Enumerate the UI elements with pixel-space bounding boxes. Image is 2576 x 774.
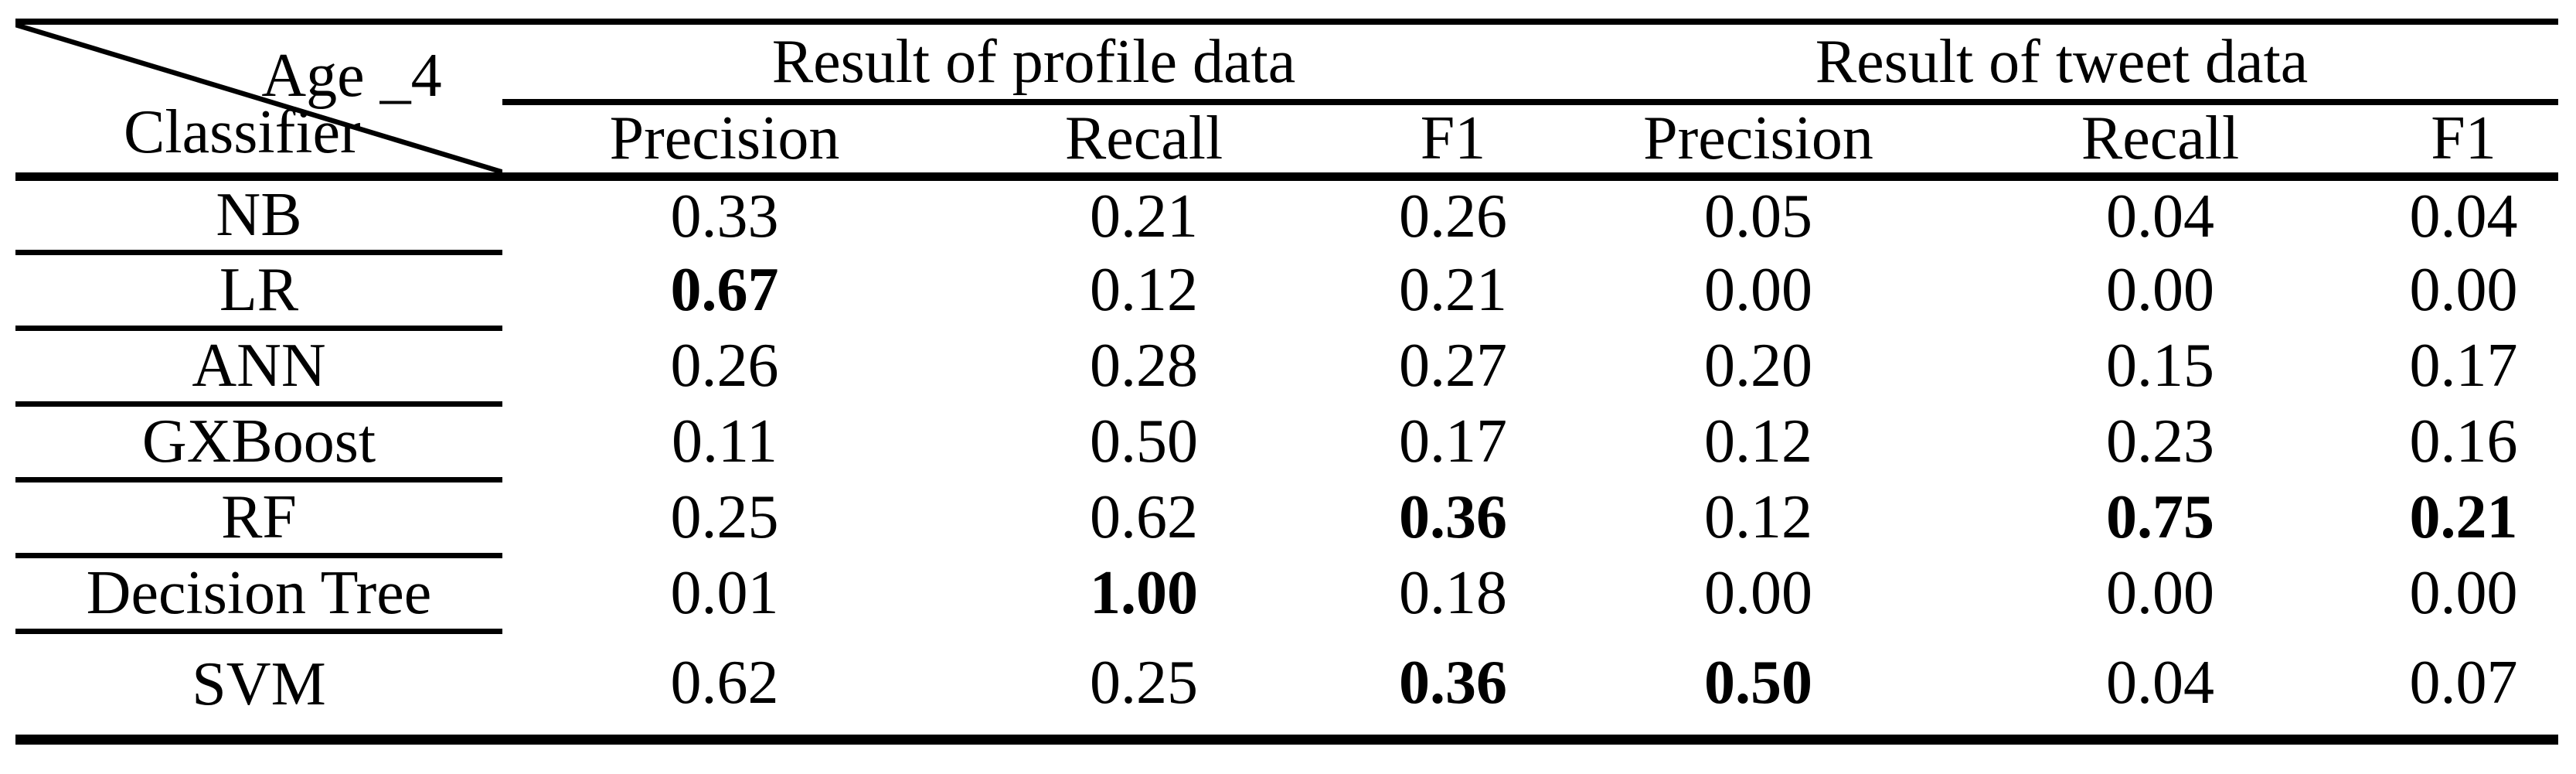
- metric-value: 0.00: [2106, 559, 2214, 627]
- table-header: Age _4 Classifier Result of profile data…: [15, 22, 2559, 181]
- table-row: SVM 0.62 0.25 0.36 0.50 0.04 0.07: [15, 631, 2558, 739]
- metric-value: 0.50: [1090, 407, 1198, 476]
- corner-cell: Age _4 Classifier: [15, 22, 502, 181]
- col-header-recall-tweet: Recall: [1952, 102, 2369, 181]
- metric-value: 0.27: [1399, 332, 1507, 400]
- metric-header-row: Precision Recall F1 Precision Recall F1: [15, 102, 2559, 181]
- metric-value: 0.00: [2409, 559, 2518, 627]
- metric-value: 0.01: [670, 559, 779, 627]
- metric-value: 0.05: [1704, 182, 1812, 251]
- metric-value: 0.00: [2409, 256, 2518, 324]
- diagonal-divider-line: [15, 25, 497, 168]
- metric-value: 0.25: [670, 483, 779, 551]
- metric-value: 0.67: [670, 256, 779, 324]
- metric-value: 0.11: [671, 407, 778, 476]
- classifier-name: RF: [15, 479, 502, 558]
- metric-value: 0.21: [2409, 483, 2518, 551]
- corner-column-label: Age _4: [261, 42, 442, 110]
- metric-value: 0.04: [2106, 648, 2214, 717]
- metric-value: 0.62: [670, 648, 779, 717]
- metric-value: 0.75: [2106, 483, 2214, 551]
- metric-value: 0.25: [1090, 648, 1198, 717]
- metric-value: 0.28: [1090, 332, 1198, 400]
- metric-value: 0.36: [1399, 483, 1507, 551]
- group-header-profile: Result of profile data: [502, 22, 1565, 105]
- metric-value: 0.33: [670, 182, 779, 251]
- metric-value: 0.17: [2409, 332, 2518, 400]
- metric-value: 0.04: [2106, 182, 2214, 251]
- col-header-recall-profile: Recall: [947, 102, 1341, 181]
- metric-value: 0.12: [1704, 407, 1812, 476]
- metric-value: 0.12: [1090, 256, 1198, 324]
- classifier-name: LR: [15, 252, 502, 331]
- metric-value: 0.16: [2409, 407, 2518, 476]
- results-table: Age _4 Classifier Result of profile data…: [15, 19, 2559, 745]
- table-row: NB 0.33 0.21 0.26 0.05 0.04 0.04: [15, 176, 2558, 255]
- table-row: Decision Tree 0.01 1.00 0.18 0.00 0.00 0.00: [15, 555, 2558, 634]
- group-header-tweet: Result of tweet data: [1565, 22, 2559, 105]
- metric-value: 0.20: [1704, 332, 1812, 400]
- classifier-name: GXBoost: [15, 404, 502, 482]
- metric-value: 0.07: [2409, 648, 2518, 717]
- table-row: GXBoost 0.11 0.50 0.17 0.12 0.23 0.16: [15, 404, 2558, 482]
- col-header-precision-tweet: Precision: [1565, 102, 1952, 181]
- corner-row-label: Classifier: [124, 97, 361, 166]
- metric-value: 0.21: [1399, 256, 1507, 324]
- classifier-name: ANN: [15, 328, 502, 407]
- metric-value: 0.18: [1399, 559, 1507, 627]
- table-row: ANN 0.26 0.28 0.27 0.20 0.15 0.17: [15, 328, 2558, 407]
- metric-value: 0.26: [670, 332, 779, 400]
- metric-value: 0.15: [2106, 332, 2214, 400]
- col-header-f1-tweet: F1: [2369, 102, 2559, 181]
- metric-value: 0.12: [1704, 483, 1812, 551]
- metric-value: 0.62: [1090, 483, 1198, 551]
- metric-value: 0.36: [1399, 648, 1507, 717]
- metric-value: 0.26: [1399, 182, 1507, 251]
- metric-value: 0.00: [1704, 559, 1812, 627]
- metric-value: 1.00: [1090, 559, 1198, 627]
- metric-value: 0.17: [1399, 407, 1507, 476]
- table-row: RF 0.25 0.62 0.36 0.12 0.75 0.21: [15, 479, 2558, 558]
- group-header-row: Age _4 Classifier Result of profile data…: [15, 22, 2559, 181]
- classifier-name: SVM: [192, 650, 326, 718]
- metric-value: 0.50: [1704, 648, 1812, 717]
- metric-value: 0.21: [1090, 182, 1198, 251]
- metric-value: 0.00: [1704, 256, 1812, 324]
- col-header-f1-profile: F1: [1341, 102, 1565, 181]
- classifier-name: NB: [15, 176, 502, 255]
- classifier-name: Decision Tree: [15, 555, 502, 634]
- col-header-precision-profile: Precision: [502, 102, 947, 181]
- metric-value: 0.04: [2409, 182, 2518, 251]
- table-body: NB 0.33 0.21 0.26 0.05 0.04 0.04 LR 0.67 0.12 0.21…: [15, 176, 2558, 739]
- table-row: LR 0.67 0.12 0.21 0.00 0.00 0.00: [15, 252, 2558, 331]
- metric-value: 0.23: [2106, 407, 2214, 476]
- metric-value: 0.00: [2106, 256, 2214, 324]
